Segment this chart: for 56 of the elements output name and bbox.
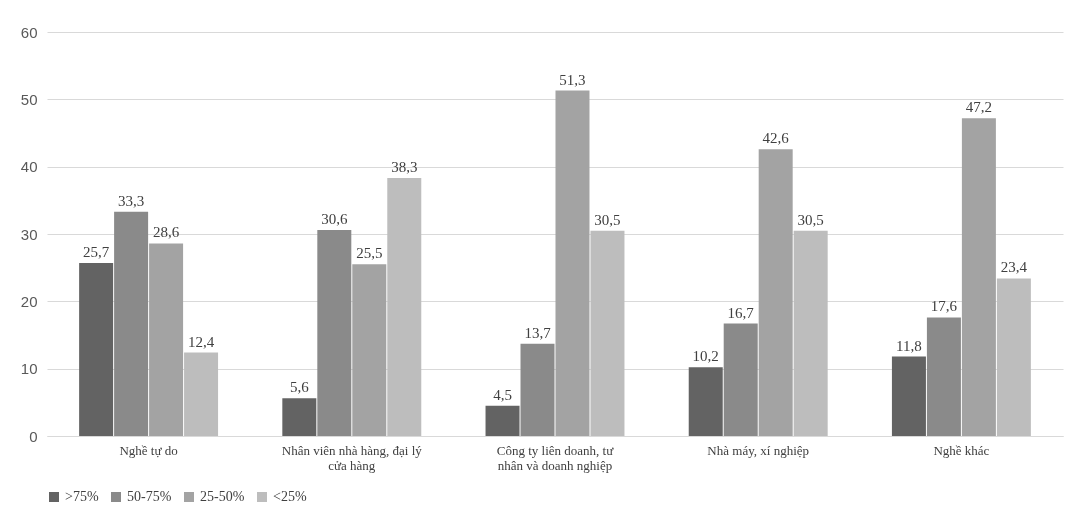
- y-tick-label: 50: [20, 90, 38, 108]
- y-tick-label: 10: [20, 360, 38, 378]
- data-label: 16,7: [727, 304, 755, 321]
- bar: [485, 405, 520, 436]
- x-tick-label: Nghề tự do: [119, 442, 178, 458]
- x-tick-label: Công ty liên doanh, tư nhân và doanh nghiệp: [496, 442, 615, 473]
- data-label: 51,3: [559, 71, 586, 88]
- bar: [758, 149, 793, 436]
- bar: [555, 90, 590, 436]
- bar: [688, 367, 723, 436]
- legend-label: 25-50%: [200, 489, 245, 504]
- bar: [184, 352, 219, 436]
- bar: [114, 211, 149, 436]
- bar: [891, 356, 926, 436]
- bar: [79, 262, 114, 436]
- data-label: 30,5: [594, 211, 621, 228]
- y-tick-label: 20: [20, 292, 38, 310]
- data-label: 12,4: [187, 333, 215, 350]
- legend-label: 50-75%: [127, 489, 172, 504]
- data-label: 28,6: [152, 224, 180, 241]
- bar: [149, 243, 184, 436]
- data-label: 25,5: [356, 245, 383, 262]
- data-label: 25,7: [83, 243, 110, 260]
- data-label: 11,8: [896, 337, 922, 354]
- bar: [590, 230, 625, 436]
- data-label: 42,6: [762, 130, 790, 147]
- bar: [520, 343, 555, 436]
- bar: [387, 178, 422, 436]
- data-label: 5,6: [289, 379, 310, 396]
- data-label: 10,2: [692, 348, 719, 365]
- data-label: 23,4: [1000, 259, 1028, 276]
- bar: [961, 118, 996, 436]
- legend-label: >75%: [65, 489, 99, 504]
- y-tick-label: 60: [20, 23, 38, 41]
- data-label: 4,5: [493, 386, 512, 403]
- data-label: 38,3: [391, 159, 418, 176]
- data-label: 13,7: [524, 324, 552, 341]
- data-label: 47,2: [965, 99, 993, 116]
- bar: [793, 230, 828, 436]
- bar: [996, 278, 1031, 436]
- legend-label: <25%: [273, 489, 307, 504]
- bar: [723, 323, 758, 436]
- data-label: 30,5: [797, 211, 824, 228]
- y-tick-label: 30: [20, 225, 38, 243]
- x-tick-label: Nghề khác: [933, 442, 990, 458]
- y-tick-label: 0: [29, 427, 38, 445]
- bar: [282, 398, 317, 436]
- y-tick-label: 40: [20, 158, 38, 176]
- x-tick-label: Nhân viên nhà hàng, đại lý cửa hàng: [281, 442, 423, 473]
- x-tick-label: Nhà máy, xí nghiệp: [707, 442, 810, 458]
- bar: [926, 317, 961, 436]
- bar: [317, 229, 352, 436]
- data-label: 33,3: [117, 192, 145, 209]
- bar: [352, 264, 387, 436]
- data-label: 30,6: [321, 210, 348, 227]
- data-label: 17,6: [930, 298, 958, 315]
